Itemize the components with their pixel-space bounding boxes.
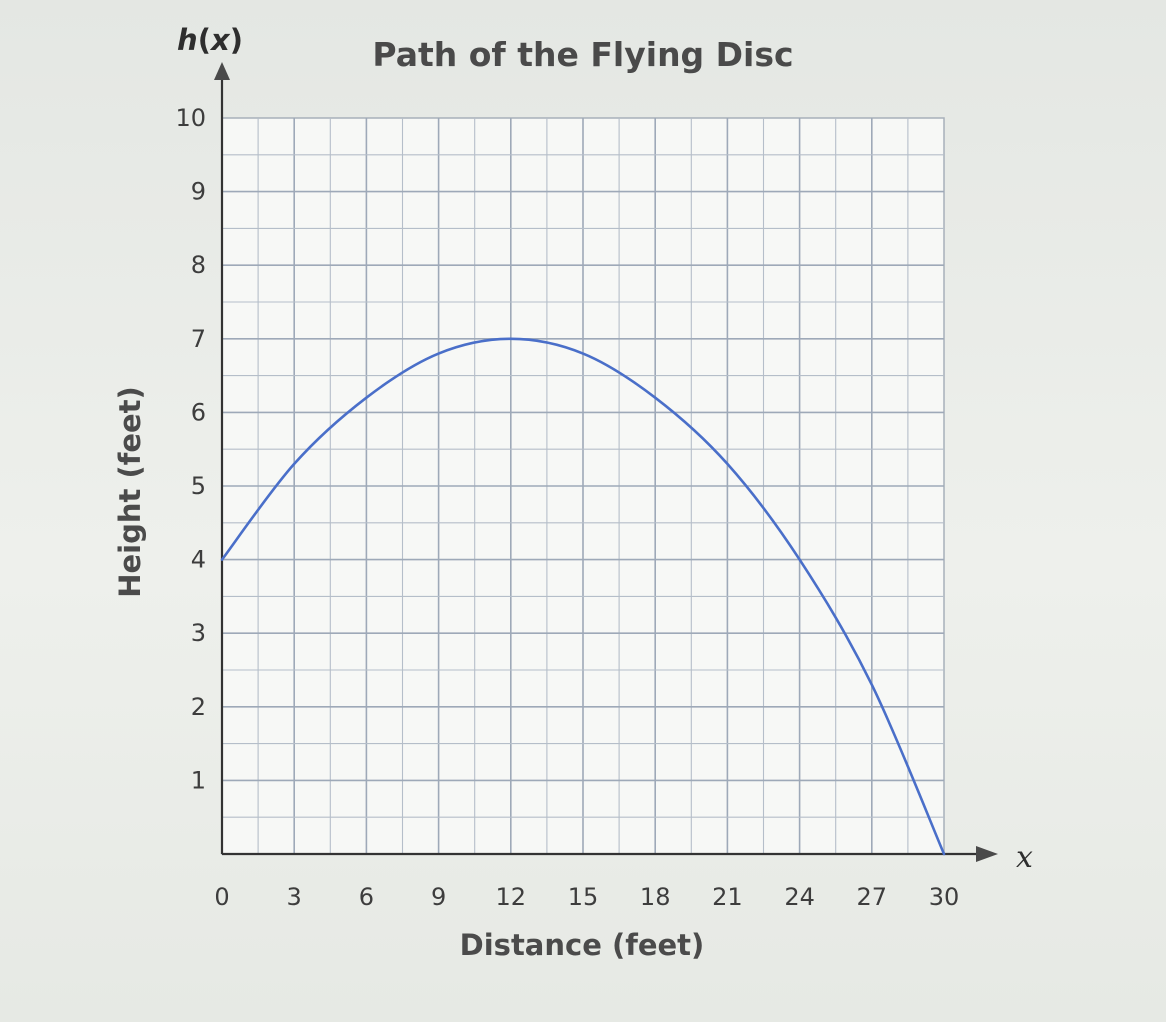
y-axis-title: Height (feet) — [113, 386, 147, 598]
y-axis-arrow — [214, 62, 230, 80]
x-tick-label: 18 — [640, 883, 671, 911]
y-tick-label: 4 — [191, 546, 206, 574]
x-tick-label: 21 — [712, 883, 743, 911]
x-tick-label: 0 — [214, 883, 229, 911]
y-tick-label: 2 — [191, 693, 206, 721]
y-tick-label: 8 — [191, 251, 206, 279]
x-tick-label: 12 — [496, 883, 527, 911]
x-tick-label: 15 — [568, 883, 599, 911]
x-axis-arrow — [976, 846, 998, 862]
x-tick-label: 6 — [359, 883, 374, 911]
series-layer — [220, 337, 946, 856]
y-tick-label: 10 — [175, 104, 206, 132]
x-tick-label: 9 — [431, 883, 446, 911]
grid — [221, 117, 945, 855]
y-tick-label: 5 — [191, 472, 206, 500]
x-tick-label: 30 — [929, 883, 960, 911]
y-axis-function-variable: x — [209, 23, 231, 57]
y-axis-function-label: h(x) — [177, 23, 243, 57]
x-axis-title: Distance (feet) — [460, 928, 705, 962]
y-tick-label: 6 — [191, 398, 206, 426]
x-axis-variable-label: x — [1016, 840, 1033, 875]
x-tick-label: 27 — [857, 883, 888, 911]
x-tick-label: 24 — [784, 883, 815, 911]
y-tick-label: 9 — [191, 178, 206, 206]
axes — [214, 62, 998, 862]
y-tick-label: 1 — [191, 766, 206, 794]
x-tick-label: 3 — [287, 883, 302, 911]
series-line-1 — [220, 337, 946, 856]
chart-title: Path of the Flying Disc — [372, 35, 793, 74]
y-tick-label: 3 — [191, 619, 206, 647]
y-tick-label: 7 — [191, 325, 206, 353]
